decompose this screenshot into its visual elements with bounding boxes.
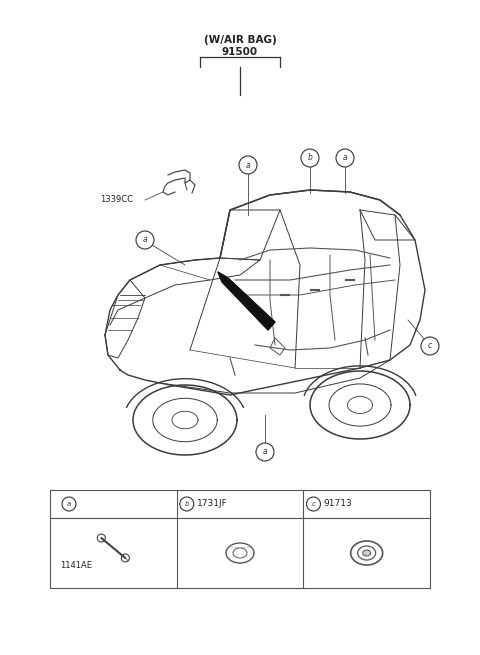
Circle shape: [306, 497, 321, 511]
Circle shape: [180, 497, 194, 511]
Circle shape: [336, 149, 354, 167]
Text: c: c: [428, 341, 432, 350]
Circle shape: [136, 231, 154, 249]
Text: c: c: [312, 501, 315, 507]
Text: 1141AE: 1141AE: [60, 561, 92, 569]
Circle shape: [62, 497, 76, 511]
Circle shape: [256, 443, 274, 461]
Text: a: a: [67, 501, 71, 507]
Text: 1339CC: 1339CC: [100, 195, 133, 204]
Text: 1731JF: 1731JF: [197, 500, 228, 508]
Text: b: b: [308, 153, 312, 162]
Text: a: a: [143, 236, 147, 244]
Circle shape: [421, 337, 439, 355]
Text: a: a: [246, 160, 250, 170]
Bar: [50, 490, 430, 588]
Text: (W/AIR BAG): (W/AIR BAG): [204, 35, 276, 45]
Circle shape: [301, 149, 319, 167]
Text: 91713: 91713: [324, 500, 352, 508]
Text: 91500: 91500: [222, 47, 258, 57]
Text: a: a: [343, 153, 348, 162]
Text: b: b: [184, 501, 189, 507]
Text: a: a: [263, 447, 267, 457]
Circle shape: [239, 156, 257, 174]
Ellipse shape: [363, 550, 371, 556]
Polygon shape: [218, 272, 275, 330]
